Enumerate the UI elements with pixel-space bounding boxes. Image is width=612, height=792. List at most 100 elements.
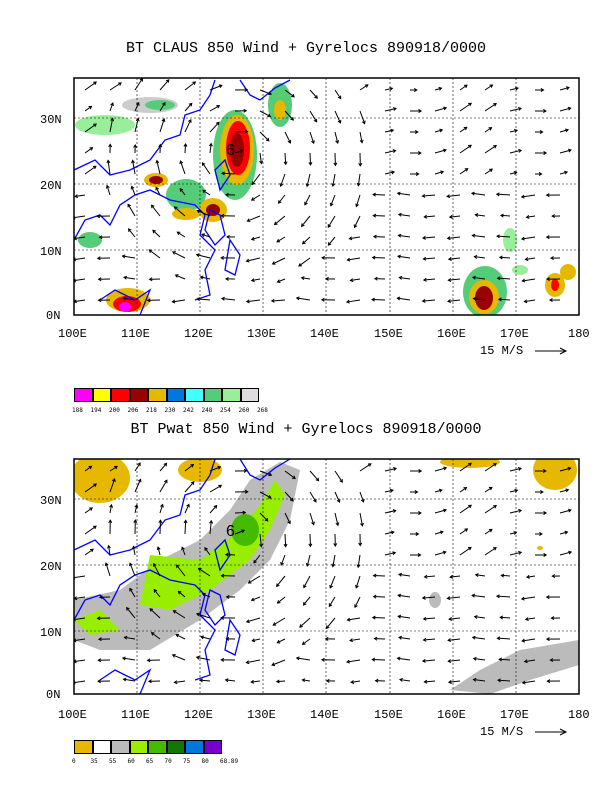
- wind-vector-head: [301, 678, 306, 683]
- wind-vector-head: [204, 547, 208, 551]
- svg-text:140E: 140E: [310, 708, 339, 722]
- wind-vector: [84, 123, 97, 133]
- wind-vector: [475, 574, 486, 577]
- wind-vector-head: [277, 200, 282, 204]
- wind-vector: [159, 102, 166, 112]
- wind-vector-head: [564, 170, 569, 175]
- wind-vector-head: [114, 465, 118, 470]
- wind-vector-head: [500, 573, 505, 578]
- wind-vector: [202, 189, 211, 196]
- wind-vector: [496, 595, 511, 598]
- wind-vector-head: [359, 139, 364, 144]
- svg-text:170E: 170E: [500, 327, 529, 341]
- svg-text:160E: 160E: [437, 327, 466, 341]
- wind-vector-head: [137, 478, 142, 483]
- wind-vector-head: [399, 677, 403, 682]
- wind-vector: [330, 194, 336, 206]
- wind-vector: [276, 680, 286, 683]
- wind-vector: [449, 215, 461, 218]
- wind-vector-head: [190, 481, 195, 485]
- wind-vector-head: [224, 192, 229, 197]
- wind-vector-head: [497, 297, 502, 302]
- wind-vector-head: [464, 528, 469, 532]
- wind-vector: [472, 594, 486, 598]
- wind-vector: [132, 546, 136, 556]
- wind-vector-head: [121, 656, 126, 661]
- wind-vector: [484, 103, 497, 112]
- wind-vector-head: [216, 105, 221, 109]
- wind-vector: [559, 107, 571, 112]
- wind-vector: [484, 463, 497, 472]
- wind-vector-head: [423, 574, 428, 579]
- wind-vector: [328, 596, 336, 607]
- wind-vector: [251, 173, 261, 185]
- wind-vector-head: [546, 277, 550, 282]
- wind-vector-head: [471, 635, 476, 640]
- wind-vector-head: [345, 299, 350, 304]
- svg-text:20N: 20N: [40, 179, 62, 193]
- wind-vector: [107, 160, 111, 175]
- wind-vector-head: [226, 234, 230, 239]
- wind-vector-head: [131, 545, 136, 550]
- wind-vector: [271, 659, 286, 666]
- wind-vector: [398, 636, 411, 640]
- bottom-panel-title: BT Pwat 850 Wind + Gyrelocs 890918/0000: [130, 421, 482, 438]
- wind-vector-head: [92, 165, 97, 170]
- wind-vector: [197, 298, 211, 301]
- wind-vector-head: [104, 562, 109, 567]
- bottom-wind-vectors: [74, 462, 573, 685]
- wind-vector-head: [152, 229, 156, 234]
- svg-text:0N: 0N: [46, 309, 60, 323]
- wind-vector-head: [545, 193, 550, 198]
- wind-vector: [472, 234, 486, 238]
- wind-vector: [509, 551, 522, 556]
- wind-vector: [384, 489, 394, 493]
- wind-vector-head: [287, 520, 291, 525]
- top-colorbar-label: 248: [201, 407, 213, 414]
- wind-vector: [509, 87, 519, 91]
- wind-vector-head: [74, 638, 77, 643]
- wind-vector-head: [415, 172, 420, 176]
- wind-vector-head: [315, 477, 320, 482]
- wind-vector-head: [276, 238, 281, 243]
- wind-vector-head: [213, 504, 218, 509]
- wind-vector-head: [220, 213, 225, 218]
- wind-vector-head: [543, 151, 548, 155]
- wind-vector: [559, 489, 569, 493]
- wind-vector: [204, 547, 211, 556]
- wind-vector-head: [333, 543, 338, 547]
- svg-text:0N: 0N: [46, 688, 60, 702]
- wind-vector: [246, 299, 261, 303]
- wind-vector-head: [364, 84, 369, 88]
- wind-vector-head: [521, 278, 526, 283]
- wind-vector-head: [163, 462, 168, 467]
- wind-vector-head: [98, 595, 103, 600]
- wind-vector: [447, 194, 461, 197]
- wind-vector-head: [539, 532, 543, 536]
- wind-vector: [524, 299, 536, 303]
- wind-vector-head: [267, 495, 272, 499]
- wind-vector: [74, 638, 86, 642]
- wind-vector-head: [472, 677, 477, 682]
- wind-vector-head: [550, 256, 554, 261]
- wind-vector: [123, 678, 136, 682]
- wind-vector: [149, 608, 161, 619]
- bottom-colorbar-swatch: [111, 740, 130, 754]
- wind-vector-head: [245, 660, 250, 665]
- wind-vector: [259, 110, 271, 117]
- wind-vector: [422, 236, 436, 239]
- wind-vector-head: [499, 615, 504, 620]
- wind-vector: [499, 256, 511, 259]
- top-map: 6 100E 110E 120E 130E 140E 150E 160E 170…: [40, 77, 590, 358]
- wind-vector: [274, 215, 286, 225]
- top-colorbar-swatch: [111, 388, 130, 402]
- wind-vector-head: [471, 233, 476, 238]
- wind-vector-head: [565, 128, 570, 133]
- wind-vector: [359, 110, 366, 124]
- wind-vector: [498, 679, 511, 682]
- wind-vector: [303, 575, 311, 588]
- wind-vector-head: [471, 593, 476, 598]
- wind-vector-head: [551, 574, 556, 579]
- wind-vector: [471, 192, 486, 196]
- wind-vector: [434, 551, 446, 556]
